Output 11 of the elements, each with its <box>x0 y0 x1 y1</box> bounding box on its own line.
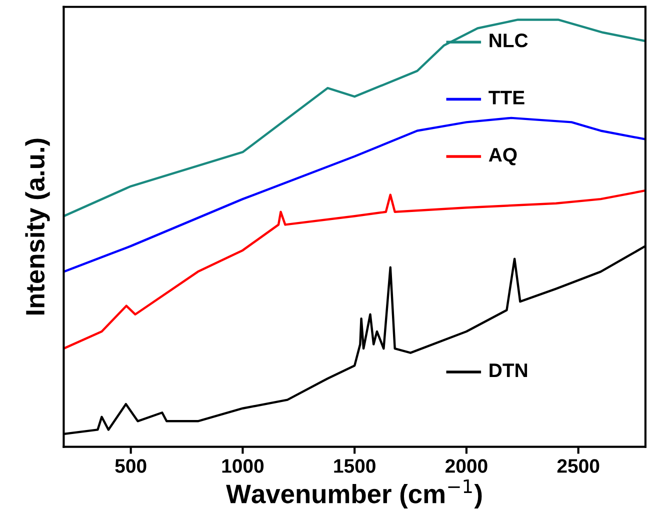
x-tick-label: 2000 <box>446 459 488 473</box>
legend-label: AQ <box>488 148 517 166</box>
y-axis-title: Intensity (a.u.) <box>25 138 50 315</box>
x-tick-label: 500 <box>115 459 146 473</box>
legend-label: DTN <box>490 364 528 378</box>
x-tick-label: 1500 <box>334 459 376 473</box>
x-tick-label: 1000 <box>222 459 264 473</box>
x-tick-label: 2500 <box>557 459 600 473</box>
x-axis-title: Wavenumber (cm$^{−1}$) <box>226 480 482 509</box>
legend-label: NLC <box>490 34 528 48</box>
legend-label: TTE <box>488 90 524 104</box>
